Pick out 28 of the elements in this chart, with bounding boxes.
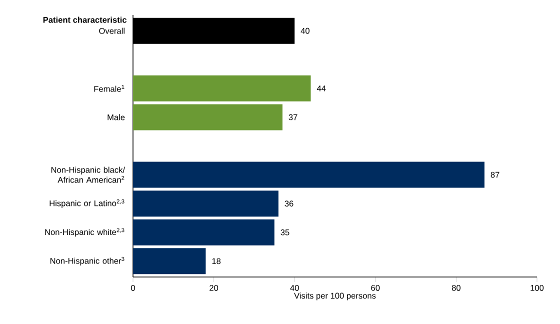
x-tick-label: 100 — [530, 284, 544, 291]
y-tick-label: Male — [108, 114, 125, 120]
x-tick-label: 40 — [290, 284, 299, 291]
y-tick-label: Overall — [99, 28, 124, 34]
bar — [133, 190, 278, 217]
y-tick-label: Non-Hispanic white$^{2,3}$ — [45, 228, 124, 237]
bar — [133, 219, 274, 246]
y-tick-label: Non-Hispanic black/ African American$^{2}$ — [51, 166, 126, 183]
data-label: 18 — [212, 258, 221, 264]
x-axis-title: Visits per 100 persons — [294, 292, 376, 300]
y-tick-label: Hispanic or Latino$^{2,3}$ — [50, 199, 124, 208]
x-tick-label: 20 — [210, 284, 218, 291]
y-axis-title: Patient characteristic — [43, 16, 127, 23]
data-label: 87 — [490, 172, 500, 178]
data-label: 35 — [280, 229, 290, 236]
data-label: 44 — [316, 86, 326, 92]
bar — [133, 248, 206, 274]
bar — [133, 75, 311, 102]
data-label: 36 — [284, 200, 294, 207]
data-label: 37 — [288, 114, 298, 120]
y-tick-label: Non-Hispanic other$^{3}$ — [50, 256, 124, 266]
x-tick-label: 0 — [131, 284, 135, 291]
x-tick-label: 60 — [371, 284, 380, 291]
bar — [133, 104, 282, 130]
y-tick-label: Female$^{1}$ — [94, 84, 124, 92]
bar — [133, 162, 484, 188]
x-tick-label: 80 — [452, 284, 460, 291]
data-label: 40 — [300, 28, 310, 34]
